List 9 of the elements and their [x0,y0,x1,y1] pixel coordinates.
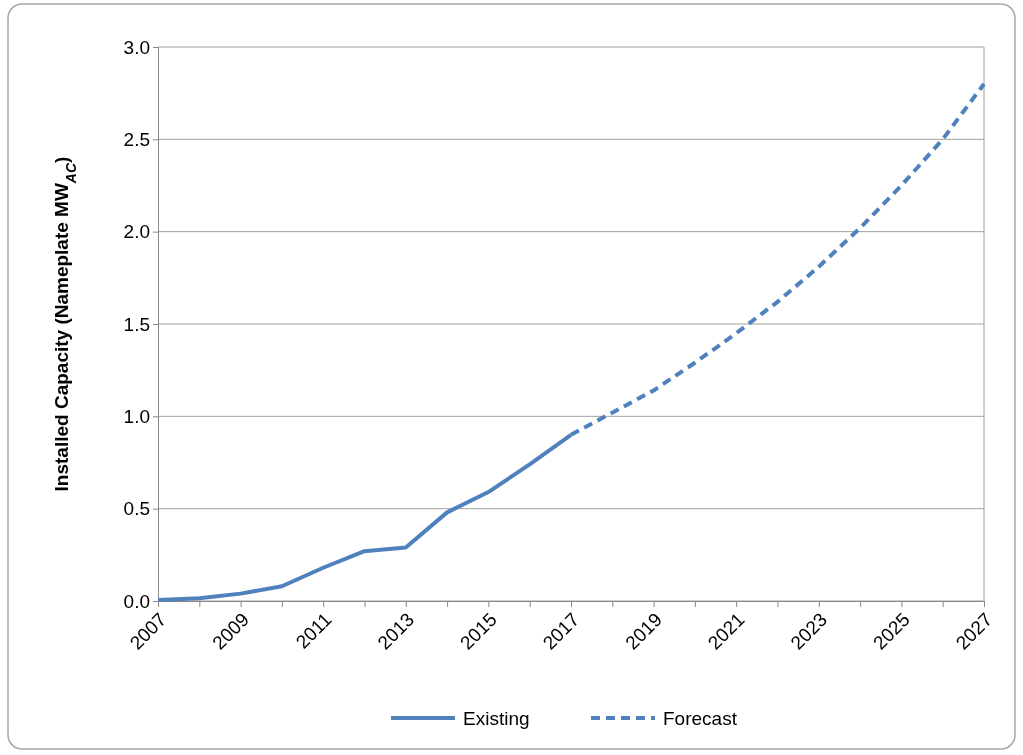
y-tick-label: 0.0 [123,590,150,612]
y-tick-label: 1.5 [123,313,150,335]
y-tick-label: 1.0 [123,405,150,427]
legend-label: Forecast [663,708,738,729]
y-tick-label: 3.0 [123,36,150,58]
y-tick-label: 2.0 [123,221,150,243]
y-tick-label: 2.5 [123,128,150,150]
legend-label: Existing [463,708,530,729]
y-tick-label: 0.5 [123,498,150,520]
